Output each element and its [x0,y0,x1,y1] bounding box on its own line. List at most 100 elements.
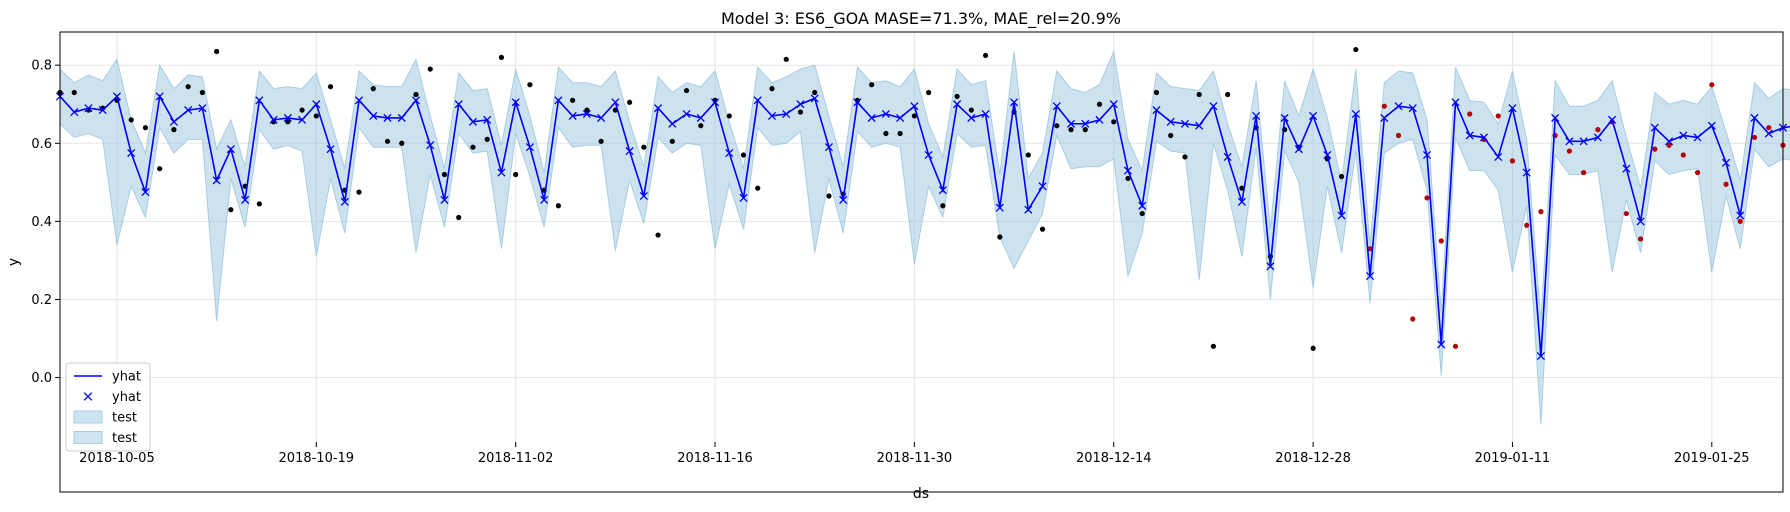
observed-point-91 [1353,46,1359,53]
yhat-marker-103 [1522,168,1531,177]
yhat-marker-43 [668,119,677,128]
observed-point-90 [1338,173,1345,180]
observed-point-38 [598,138,604,144]
y-axis-ticks: 0.0 0.2 0.4 0.6 0.8 [31,59,60,386]
yhat-marker-73 [1095,115,1104,124]
observed-point-92 [1367,246,1373,252]
observed-point-26 [427,66,433,72]
observed-point-66 [997,234,1003,240]
interval-band [59,49,1790,425]
yhat-marker-16 [283,113,292,122]
observed-point-23 [384,138,391,144]
yhat-marker-91 [1351,109,1360,119]
yhat-marker-24 [397,113,406,122]
observed-point-107 [1581,169,1587,176]
observed-point-43 [669,138,675,144]
observed-point-108 [1595,127,1601,133]
yhat-marker-83 [1237,197,1246,206]
observed-point-27 [441,171,448,178]
yhat-marker-4 [112,92,122,101]
observed-point-70 [1054,123,1060,129]
yhat-marker-8 [169,117,178,126]
prediction-interval-band [59,49,1790,425]
observed-point-79 [1182,154,1188,160]
yhat-marker-44 [682,109,691,119]
yhat-marker-25 [411,96,421,105]
yhat-marker-15 [269,115,278,124]
observed-point-65 [982,52,989,59]
observed-point-76 [1139,210,1145,217]
observed-point-60 [911,113,917,119]
y-tick-label-0: 0.0 [31,371,52,386]
yhat-marker-29 [468,117,478,126]
observed-point-28 [456,214,462,221]
observed-point-7 [157,166,163,172]
yhat-marker-13 [241,195,250,204]
yhat-marker-78 [1166,117,1175,126]
x-tick-label-2: 2018-11-02 [478,451,554,466]
yhat-marker-21 [354,96,364,105]
legend-swatch-2 [73,410,103,424]
yhat-marker-22 [369,111,378,121]
observed-point-94 [1395,132,1402,139]
yhat-marker-98 [1451,98,1460,107]
yhat-marker-65 [981,109,990,119]
x-tick-label-5: 2018-12-14 [1076,451,1152,466]
observed-point-1 [71,89,77,96]
observed-point-47 [726,113,732,119]
observed-point-68 [1025,152,1031,158]
yhat-marker-99 [1465,131,1474,140]
yhat-marker-100 [1479,133,1489,142]
observed-point-37 [584,107,590,113]
yhat-marker-104 [1536,352,1545,361]
observed-point-113 [1666,142,1672,148]
yhat-marker-118 [1736,211,1745,220]
yhat-marker-90 [1337,211,1346,220]
yhat-marker-32 [511,98,520,107]
yhat-marker-93 [1380,113,1389,122]
yhat-marker-59 [896,113,905,122]
yhat-marker-28 [454,100,463,109]
yhat-marker-36 [568,111,577,121]
yhat-marker-110 [1622,164,1631,173]
observed-point-74 [1111,119,1117,125]
observed-point-116 [1709,82,1715,88]
observed-point-115 [1694,169,1701,176]
yhat-marker-92 [1365,271,1375,281]
observed-point-118 [1737,218,1743,224]
observed-point-97 [1438,238,1444,244]
yhat-marker-14 [255,96,264,105]
yhat-marker-106 [1565,137,1574,146]
observed-point-81 [1210,343,1217,349]
yhat-marker-72 [1081,119,1090,128]
yhat-marker-3 [98,106,107,115]
observed-point-119 [1751,134,1758,141]
yhat-marker-70 [1052,102,1061,111]
forecast-series [55,92,1790,361]
legend-swatch-3 [73,431,103,444]
observed-point-98 [1452,343,1459,349]
observed-point-75 [1125,175,1131,182]
yhat-marker-79 [1180,119,1189,128]
observed-point-50 [769,86,775,92]
observed-point-71 [1068,127,1074,133]
yhat-marker-97 [1437,340,1446,349]
observed-point-88 [1310,345,1316,351]
legend-swatch-1 [83,392,93,401]
observed-point-14 [256,201,262,207]
yhat-marker-30 [483,115,492,124]
observed-point-5 [128,117,134,123]
yhat-marker-108 [1593,133,1602,142]
yhat-marker-85 [1266,262,1275,271]
observed-point-24 [399,140,405,146]
legend-label-3: test [112,431,137,446]
observed-point-73 [1096,101,1103,107]
observed-point-10 [199,89,205,96]
yhat-marker-38 [597,113,606,122]
yhat-marker-105 [1551,113,1560,122]
observed-point-45 [698,123,704,129]
y-tick-label-2: 0.4 [31,215,52,230]
yhat-marker-112 [1650,123,1659,132]
legend-label-1: yhat [112,390,141,405]
